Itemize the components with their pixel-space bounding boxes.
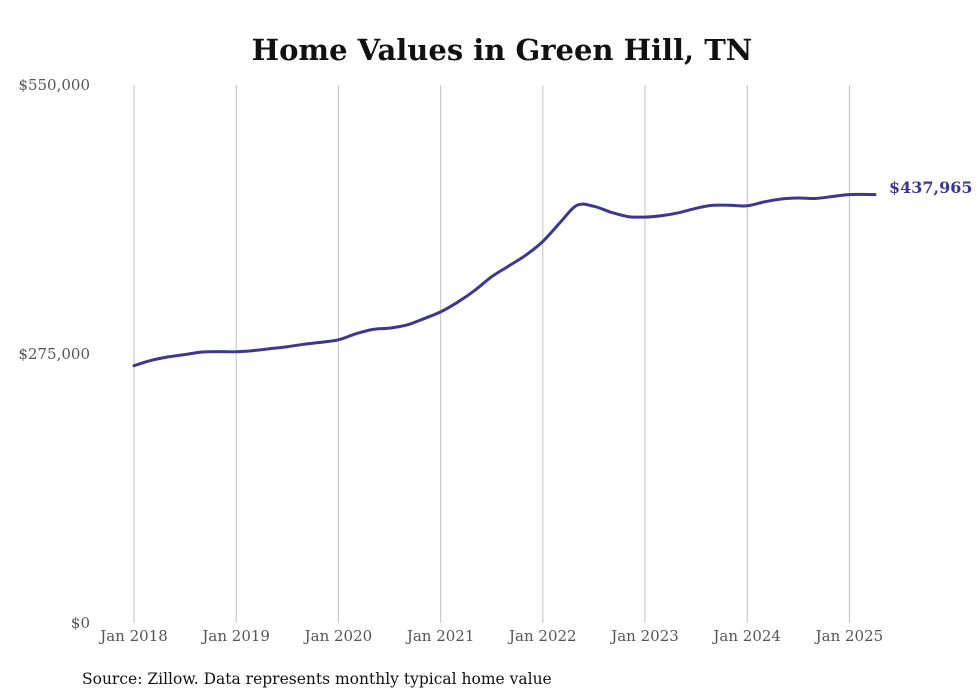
y-tick-label: $0 bbox=[71, 614, 90, 632]
x-axis-ticks: Jan 2018 Jan 2019 Jan 2020 Jan 2021 Jan 2022… bbox=[98, 627, 883, 645]
series-layer bbox=[132, 192, 877, 368]
home-value-line bbox=[132, 192, 877, 368]
chart-title: Home Values in Green Hill, TN bbox=[252, 33, 753, 67]
x-tick-label: Jan 2025 bbox=[814, 627, 884, 645]
gridlines bbox=[133, 85, 850, 623]
x-tick-label: Jan 2018 bbox=[98, 627, 168, 645]
y-tick-label: $550,000 bbox=[18, 76, 90, 94]
x-tick-label: Jan 2022 bbox=[507, 627, 577, 645]
x-tick-label: Jan 2024 bbox=[711, 627, 781, 645]
x-tick-label: Jan 2023 bbox=[609, 627, 679, 645]
y-tick-label: $275,000 bbox=[18, 345, 90, 363]
x-tick-label: Jan 2020 bbox=[303, 627, 373, 645]
end-value-label: $437,965 bbox=[889, 178, 973, 197]
x-tick-label: Jan 2019 bbox=[200, 627, 270, 645]
x-tick-label: Jan 2021 bbox=[405, 627, 475, 645]
y-axis-ticks: $0 $275,000 $550,000 bbox=[18, 76, 90, 632]
source-note: Source: Zillow. Data represents monthly … bbox=[82, 670, 552, 688]
